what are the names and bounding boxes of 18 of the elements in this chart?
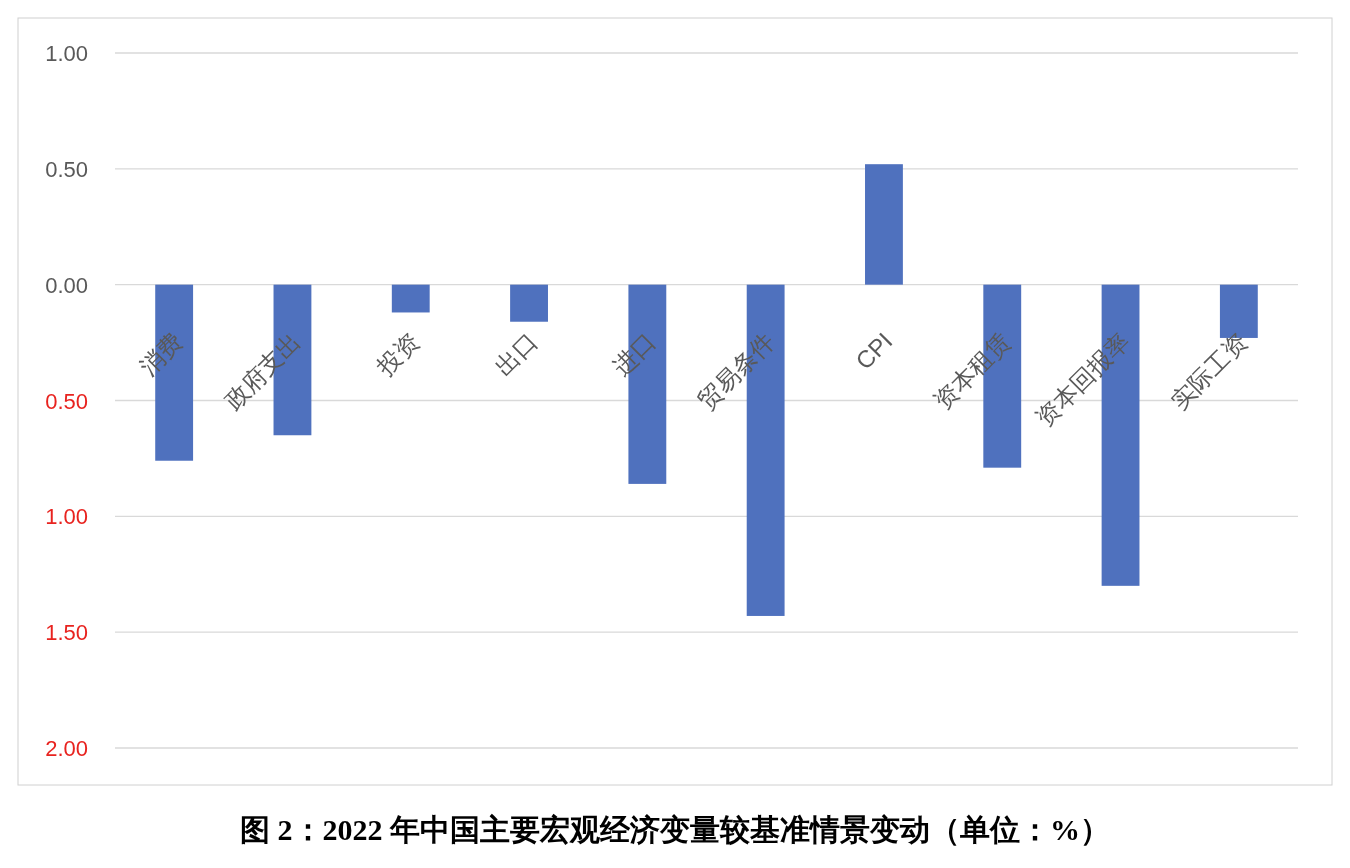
y-tick-label: 1.00: [45, 41, 88, 66]
x-tick-label: 资本回报率: [1030, 327, 1135, 432]
y-tick-label: 1.00: [45, 504, 88, 530]
y-tick-label: 0.00: [45, 272, 88, 298]
x-tick-label: 资本租赁: [928, 327, 1016, 415]
x-tick-label: 消费: [134, 327, 188, 381]
text: 图 2：2022 年中国主要宏观经济变量较基准情景变动（单位：%）: [240, 813, 1110, 846]
y-tick-label: 0.50: [45, 388, 88, 414]
x-tick-label: 实际工资: [1165, 327, 1253, 415]
x-tick-label: 出口: [489, 327, 543, 381]
x-tick-label: 政府支出: [219, 327, 306, 415]
x-tick-label: CPI: [850, 327, 898, 375]
x-tick-label: 贸易条件: [692, 327, 780, 415]
y-tick-label: 1.50: [45, 620, 88, 646]
y-tick-label: 2.00: [45, 736, 88, 761]
x-tick-label: 进口: [607, 327, 661, 381]
x-tick-label: 投资: [370, 327, 425, 381]
y-tick-label: 0.50: [45, 156, 88, 182]
